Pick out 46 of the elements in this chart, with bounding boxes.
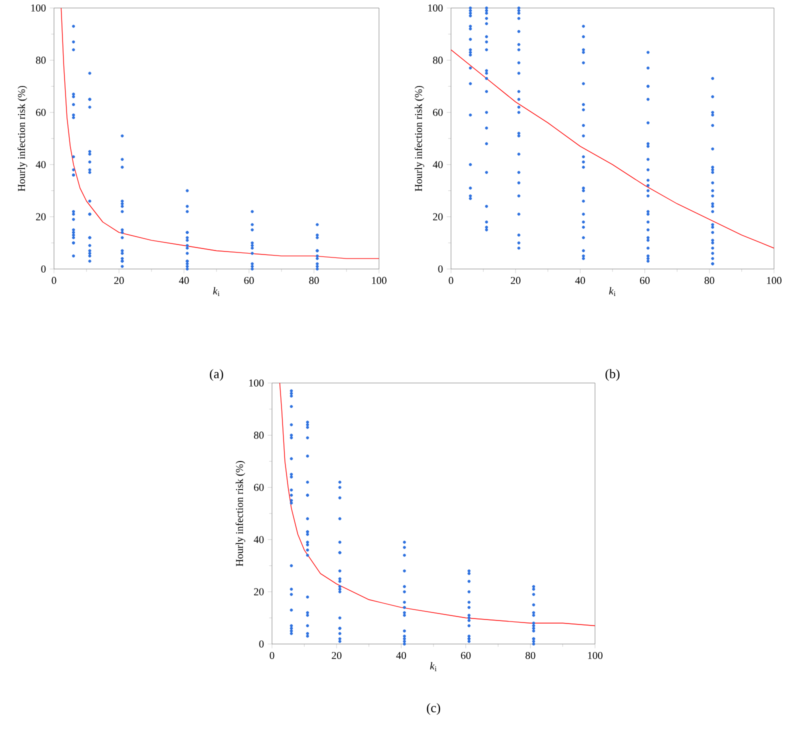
y-tick-label: 60 xyxy=(254,484,264,491)
text: (c) xyxy=(426,703,440,715)
y-tick-label: 80 xyxy=(433,56,443,64)
x-tick-label: 60 xyxy=(461,652,471,660)
x-tick-label: 100 xyxy=(372,276,386,284)
y-tick-label: 40 xyxy=(36,161,46,168)
x-tick-label: 80 xyxy=(704,276,714,284)
x-tick-label: 20 xyxy=(510,276,520,284)
y-tick-label: 20 xyxy=(433,213,443,220)
x-tick-label: 100 xyxy=(588,652,602,660)
x-tick-label: 20 xyxy=(114,276,124,284)
x-tick-label: 0 xyxy=(270,652,274,660)
y-axis-title: Hourly infection risk (%) xyxy=(236,460,246,566)
y-tick-label: 40 xyxy=(432,161,443,168)
x-tick-label: 0 xyxy=(448,276,454,284)
y-tick-label: 0 xyxy=(438,265,443,273)
y-tick-label: 80 xyxy=(36,56,46,64)
x-tick-label: 40 xyxy=(178,276,189,284)
y-axis-title: Hourly infection risk (%) xyxy=(414,86,424,192)
y-tick-label: 0 xyxy=(259,640,264,648)
x-tick-label: 40 xyxy=(575,276,586,284)
text: (a) xyxy=(210,369,224,381)
x-tick-label: 80 xyxy=(309,276,319,284)
y-tick-label: 100 xyxy=(249,379,264,387)
x-axis-title: k$_{i}$ xyxy=(213,287,220,296)
text: (b) xyxy=(606,369,620,381)
y-tick-label: 60 xyxy=(433,108,443,116)
y-tick-label: 40 xyxy=(254,536,264,544)
y-tick-label: 60 xyxy=(36,108,46,116)
x-axis-title: k$_{i}$ xyxy=(430,662,437,672)
line-series xyxy=(60,8,380,259)
y-tick-label: 100 xyxy=(31,4,46,12)
y-tick-label: 20 xyxy=(254,588,264,596)
y-tick-label: 0 xyxy=(41,265,46,273)
y-tick-label: 80 xyxy=(254,432,264,439)
x-tick-label: 40 xyxy=(396,652,406,660)
x-tick-label: 20 xyxy=(332,652,342,660)
x-axis-title: k$_{i}$ xyxy=(609,287,616,296)
y-tick-label: 20 xyxy=(36,213,46,220)
y-tick-label: 100 xyxy=(428,4,443,12)
x-tick-label: 60 xyxy=(244,276,254,284)
y-axis-title: Hourly infection risk (%) xyxy=(18,86,28,192)
x-tick-label: 60 xyxy=(640,276,650,284)
x-tick-label: 100 xyxy=(767,276,782,284)
x-tick-label: 0 xyxy=(52,276,56,284)
x-tick-label: 80 xyxy=(526,652,536,660)
